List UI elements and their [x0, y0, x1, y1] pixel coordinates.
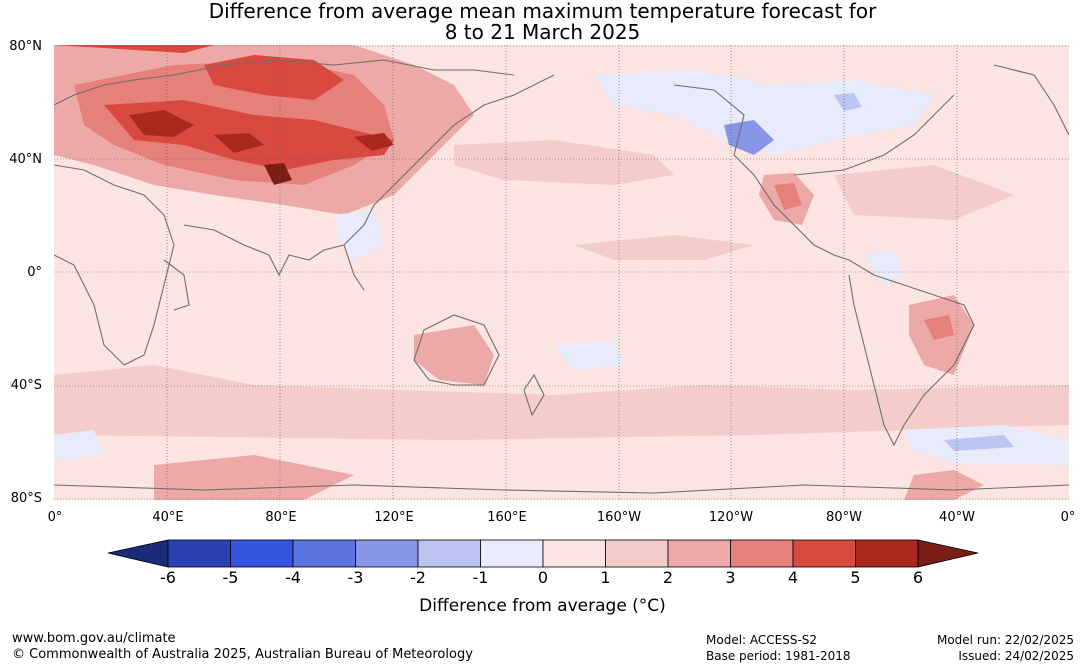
lon-label-0: 0°	[47, 510, 63, 525]
map-title-line-1: Difference from average mean maximum tem…	[208, 0, 877, 23]
colorbar-segment	[730, 539, 794, 568]
colorbar-label: Difference from average (°C)	[419, 596, 666, 616]
lon-label-160e: 160°E	[487, 510, 527, 525]
colorbar-tick-label: 2	[662, 568, 674, 587]
colorbar-segment	[167, 539, 231, 568]
colorbar-tick-label: 3	[725, 568, 736, 587]
map-title-line-2: 8 to 21 March 2025	[444, 20, 641, 44]
lat-label-0: 0°	[27, 265, 42, 280]
colorbar-tick-label: -1	[472, 568, 489, 587]
colorbar-segment	[292, 539, 356, 568]
lat-label-40s: 40°S	[10, 378, 42, 393]
lon-label-120w: 120°W	[708, 510, 754, 525]
cool-anomaly-patches	[54, 70, 1069, 465]
graticule	[54, 45, 1069, 500]
colorbar-tick-label: -4	[285, 568, 301, 587]
colorbar-tick-label: -2	[410, 568, 426, 587]
colorbar-segment	[855, 539, 919, 568]
colorbar-tick-label: 4	[787, 568, 799, 587]
colorbar-tick-label: -6	[160, 568, 176, 587]
colorbar-extend-low	[108, 539, 169, 568]
forecast-map	[54, 45, 1069, 500]
colorbar-segment	[542, 539, 606, 568]
lat-label-40n: 40°N	[9, 152, 42, 167]
footer-url[interactable]: www.bom.gov.au/climate	[12, 631, 176, 646]
footer-model: Model: ACCESS-S2	[706, 633, 818, 647]
lon-label-80e: 80°E	[265, 510, 297, 525]
lat-label-80n: 80°N	[9, 39, 42, 54]
lat-label-80s: 80°S	[10, 491, 42, 506]
colorbar-segment	[792, 539, 856, 568]
footer-issued: Issued: 24/02/2025	[958, 649, 1074, 663]
colorbar-tick-label: 6	[912, 568, 924, 587]
colorbar-segment	[480, 539, 544, 568]
footer-copyright: © Commonwealth of Australia 2025, Austra…	[12, 647, 473, 662]
footer-model-run: Model run: 22/02/2025	[936, 633, 1074, 647]
lon-label-40w: 40°W	[939, 510, 975, 525]
footer-base-period: Base period: 1981-2018	[706, 649, 851, 663]
colorbar-segment	[417, 539, 481, 568]
colorbar-tick-label: 0	[537, 568, 549, 587]
colorbar-segment	[230, 539, 294, 568]
colorbar-tick-label: 5	[850, 568, 861, 587]
colorbar-segment	[355, 539, 419, 568]
coastlines	[54, 59, 1069, 494]
anomaly-patches	[54, 45, 1069, 500]
lon-label-0-east: 0°	[1060, 510, 1076, 525]
colorbar	[108, 539, 978, 568]
lon-label-80w: 80°W	[826, 510, 862, 525]
colorbar-tick-label: 1	[600, 568, 611, 587]
colorbar-segment	[667, 539, 731, 568]
lon-label-40e: 40°E	[152, 510, 184, 525]
colorbar-extend-high	[917, 539, 978, 568]
colorbar-tick-label: -5	[222, 568, 239, 587]
colorbar-tick-label: -3	[347, 568, 364, 587]
colorbar-segment	[605, 539, 669, 568]
lon-label-120e: 120°E	[374, 510, 414, 525]
lon-label-160w: 160°W	[596, 510, 642, 525]
